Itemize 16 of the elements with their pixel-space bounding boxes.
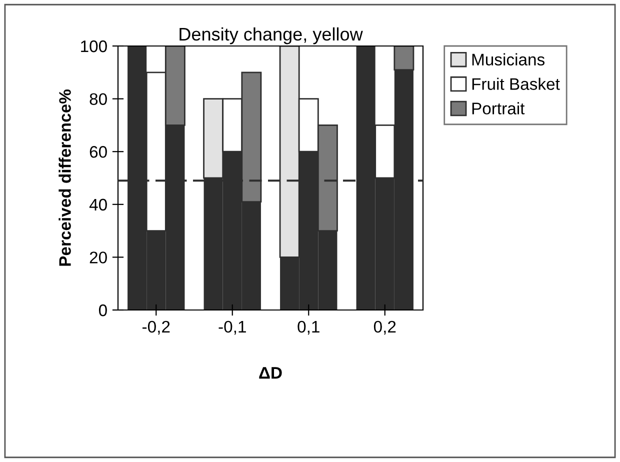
x-axis-title: ΔD: [259, 367, 282, 379]
chart-title: Density change, yellow: [180, 27, 363, 44]
y-tick-label: 80: [90, 93, 107, 106]
y-tick-label: 40: [89, 198, 107, 211]
y-tick-label: 0: [98, 304, 107, 316]
x-tick-label: -0,1: [218, 320, 246, 335]
y-axis-title: Perceived difference%: [58, 90, 71, 266]
legend-label: Fruit Basket: [472, 78, 560, 90]
y-tick-label: 60: [90, 146, 107, 158]
x-tick-label: 0,2: [374, 320, 396, 335]
y-tick-label: 20: [90, 252, 107, 264]
x-tick-label: -0,2: [142, 320, 170, 335]
x-tick-label: 0,1: [298, 320, 320, 335]
y-tick-label: 100: [81, 40, 107, 52]
legend-label: Portrait: [472, 102, 525, 114]
legend-label: Musicians: [472, 53, 545, 66]
